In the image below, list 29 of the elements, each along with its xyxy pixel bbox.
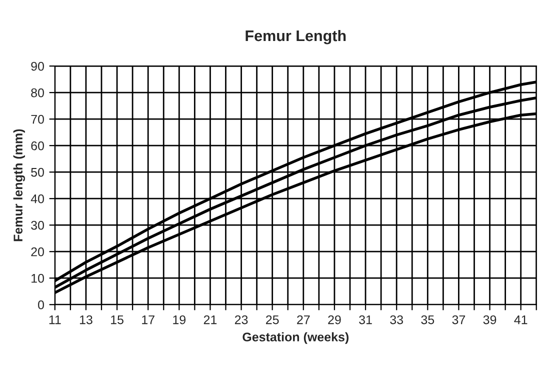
y-tick-label: 60 [31,141,44,150]
x-tick-label: 17 [142,315,154,324]
x-tick-label: 15 [111,315,124,324]
y-tick-label: 0 [38,300,44,310]
x-tick-label: 35 [421,315,434,324]
chart-title: Femur Length [246,30,346,44]
x-tick-label: 37 [452,315,466,324]
x-tick-label: 39 [483,315,496,324]
y-axis-title: Femur length (mm) [13,129,26,242]
x-tick-label: 13 [80,315,92,324]
y-tick-label: 30 [31,220,44,230]
y-tick-label: 10 [32,274,44,283]
y-tick-label: 20 [31,247,44,256]
x-tick-label: 21 [204,315,217,324]
x-tick-label: 33 [390,315,403,324]
x-tick-label: 19 [173,315,186,324]
y-tick-label: 50 [31,168,44,177]
y-tick-label: 40 [30,194,44,204]
x-axis-title: Gestation (weeks) [242,332,349,344]
x-tick-label: 25 [266,315,279,324]
x-tick-label: 29 [328,315,341,324]
x-tick-label: 27 [297,315,310,324]
x-tick-label: 41 [514,315,528,324]
x-tick-label: 11 [49,315,61,324]
y-tick-label: 90 [31,62,44,71]
y-tick-label: 70 [31,114,44,124]
x-tick-label: 31 [359,315,372,324]
y-tick-label: 80 [31,88,44,98]
x-tick-label: 23 [234,315,248,324]
